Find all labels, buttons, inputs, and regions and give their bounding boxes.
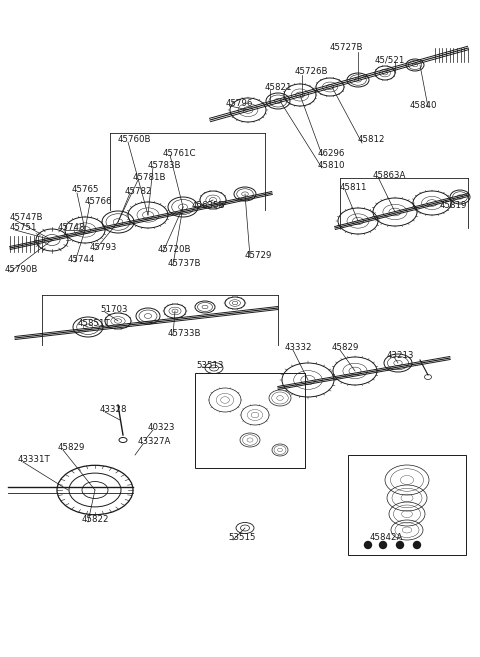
Circle shape [380,541,386,549]
Circle shape [413,541,420,549]
Text: 45748: 45748 [58,223,85,233]
Circle shape [364,541,372,549]
Circle shape [396,541,404,549]
Text: 43331T: 43331T [18,455,51,464]
Text: 43327A: 43327A [138,438,171,447]
Text: 53515: 53515 [228,533,255,543]
Text: 45842A: 45842A [370,533,403,543]
Text: 45812: 45812 [358,135,385,145]
Text: 45733B: 45733B [168,328,202,338]
Bar [348,455,466,555]
Text: 45822: 45822 [82,516,109,524]
Text: 45811: 45811 [340,183,368,193]
Text: 45766: 45766 [85,198,112,206]
Text: 45790B: 45790B [5,265,38,275]
Text: 45744: 45744 [68,256,96,265]
Text: 43328: 43328 [100,405,128,415]
Text: 45782: 45782 [125,187,153,196]
Text: 45793: 45793 [90,244,118,252]
Text: 45720B: 45720B [158,246,192,254]
Text: 45/521: 45/521 [375,55,406,64]
Text: 45810: 45810 [318,160,346,170]
Text: 45819: 45819 [440,200,468,210]
Text: 45765: 45765 [72,185,99,194]
Text: 45635B: 45635B [192,200,226,210]
Text: 40323: 40323 [148,424,176,432]
Text: 51703: 51703 [100,306,128,315]
Text: 45737B: 45737B [168,258,202,267]
Text: 45761C: 45761C [163,148,196,158]
Text: 53513: 53513 [196,361,224,369]
Bar [195,373,305,468]
Text: 45781B: 45781B [133,173,167,183]
Text: 43213: 43213 [387,350,415,359]
Text: 45796: 45796 [226,99,253,108]
Text: 45729: 45729 [245,250,272,260]
Text: 45821: 45821 [265,83,292,93]
Text: 45829: 45829 [58,443,85,453]
Text: 43332: 43332 [285,344,312,353]
Text: 45863A: 45863A [373,171,407,179]
Text: 45829: 45829 [332,344,360,353]
Text: 45751: 45751 [10,223,37,233]
Text: 45783B: 45783B [148,160,181,170]
Text: 45760B: 45760B [118,135,152,145]
Text: 45840: 45840 [410,101,437,110]
Text: 46296: 46296 [318,148,346,158]
Text: 45747B: 45747B [10,214,44,223]
Text: 45727B: 45727B [330,43,363,53]
Text: 45726B: 45726B [295,68,328,76]
Text: 45851T: 45851T [78,319,111,327]
